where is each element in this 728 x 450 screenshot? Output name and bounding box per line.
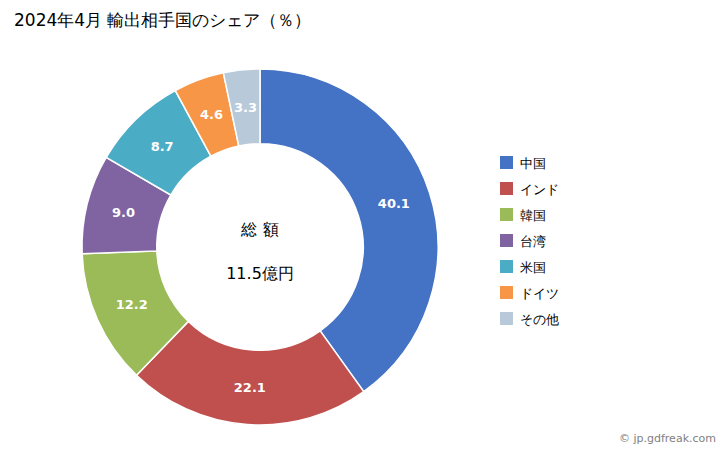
data-label: 3.3	[234, 100, 257, 115]
slice	[260, 69, 438, 392]
legend-label: インド	[520, 182, 559, 197]
legend-item: ドイツ	[500, 286, 559, 301]
legend-swatch	[500, 182, 513, 195]
center-label: 総 額	[240, 220, 278, 239]
data-label: 40.1	[378, 196, 410, 211]
legend-swatch	[500, 208, 513, 221]
legend-label: 台湾	[520, 234, 546, 249]
legend-label: その他	[520, 312, 559, 327]
legend-swatch	[500, 156, 513, 169]
labels: 40.1 22.1 12.2 9.0 8.7 4.6 3.3 総 額 11.5億円	[112, 100, 410, 395]
legend-item: その他	[500, 312, 559, 327]
legend-swatch	[500, 260, 513, 273]
data-label: 9.0	[112, 205, 135, 220]
legend-item: インド	[500, 182, 559, 197]
data-label: 12.2	[116, 297, 148, 312]
legend-label: ドイツ	[520, 286, 559, 301]
legend-item: 中国	[500, 156, 546, 171]
legend-label: 米国	[520, 260, 546, 275]
legend-label: 韓国	[520, 208, 546, 223]
title: 2024年4月 輸出相手国のシェア（％）	[14, 10, 311, 30]
center-label: 11.5億円	[226, 264, 294, 283]
donut	[82, 69, 438, 425]
legend-label: 中国	[520, 156, 546, 171]
legend-item: 米国	[500, 260, 546, 275]
slice	[223, 69, 260, 146]
legend-swatch	[500, 234, 513, 247]
legend: 中国インド韓国台湾米国ドイツその他	[500, 156, 559, 327]
chart: 2024年4月 輸出相手国のシェア（％） 40.1 22.1 12.2 9.0 8.7 4.…	[0, 0, 728, 450]
data-label: 4.6	[200, 107, 223, 122]
data-label: 22.1	[234, 380, 266, 395]
data-label: 8.7	[151, 139, 174, 154]
legend-swatch	[500, 286, 513, 299]
slice	[82, 251, 188, 375]
legend-item: 台湾	[500, 234, 546, 249]
legend-swatch	[500, 312, 513, 325]
watermark: © jp.gdfreak.com	[619, 432, 716, 445]
legend-item: 韓国	[500, 208, 546, 223]
